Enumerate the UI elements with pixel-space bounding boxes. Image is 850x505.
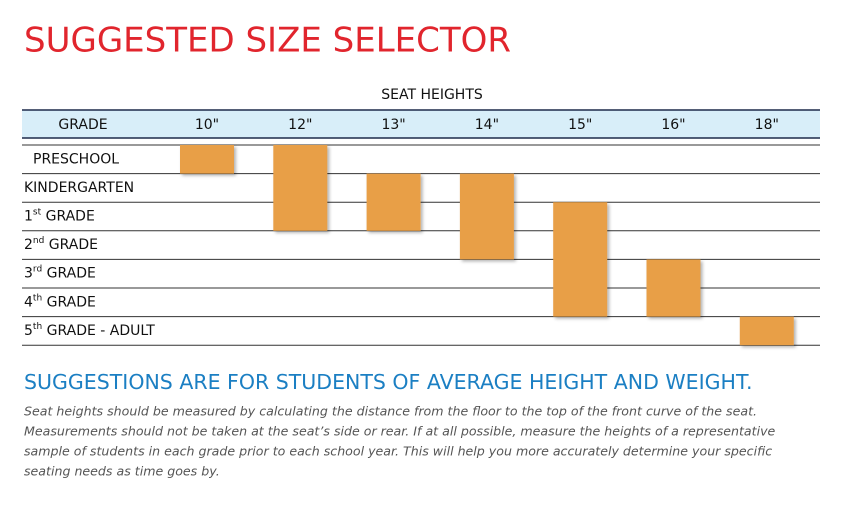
note-line: seating needs as time goes by. xyxy=(24,464,220,479)
grade-text: PRESCHOOL xyxy=(33,151,119,167)
note-body: Seat heights should be measured by calcu… xyxy=(24,404,776,479)
grade-text: 5 xyxy=(24,323,33,339)
size-bar xyxy=(553,202,608,317)
size-bar xyxy=(366,173,421,231)
grade-label: 4th GRADE xyxy=(24,293,96,311)
size-label: 10" xyxy=(195,117,219,133)
grade-label: 3rd GRADE xyxy=(24,264,96,282)
grade-header: GRADE xyxy=(58,117,107,133)
note-line: sample of students in each grade prior t… xyxy=(24,444,772,459)
grade-label: 5th GRADE - ADULT xyxy=(24,321,155,339)
note-line: Measurements should not be taken at the … xyxy=(24,424,776,439)
grade-rest: GRADE xyxy=(42,266,96,282)
note-heading: SUGGESTIONS ARE FOR STUDENTS OF AVERAGE … xyxy=(24,370,753,394)
size-label: 15" xyxy=(568,117,592,133)
size-label: 16" xyxy=(661,117,685,133)
grade-sup: rd xyxy=(33,264,42,274)
size-label: 14" xyxy=(475,117,499,133)
grade-label: 2nd GRADE xyxy=(24,236,98,254)
size-bar xyxy=(180,145,234,174)
bars xyxy=(180,145,794,346)
size-label: 13" xyxy=(381,117,405,133)
size-bar xyxy=(273,145,328,231)
grade-text: 3 xyxy=(24,266,33,282)
grade-sup: nd xyxy=(33,236,44,246)
grade-sup: st xyxy=(33,207,42,217)
grade-rest: GRADE xyxy=(44,237,98,253)
note-line: Seat heights should be measured by calcu… xyxy=(24,404,757,419)
size-bar xyxy=(739,316,794,346)
grade-label: KINDERGARTEN xyxy=(24,180,134,196)
grade-rest: GRADE xyxy=(41,209,95,225)
grid xyxy=(22,144,820,346)
size-label: 12" xyxy=(288,117,312,133)
title: SUGGESTED SIZE SELECTOR xyxy=(24,21,511,61)
size-label: 18" xyxy=(755,117,779,133)
grade-text: KINDERGARTEN xyxy=(24,180,134,196)
grade-text: 2 xyxy=(24,237,33,253)
size-bar xyxy=(459,173,514,260)
grade-rest: GRADE - ADULT xyxy=(42,323,155,339)
grade-sup: th xyxy=(33,293,42,303)
grade-rest: GRADE xyxy=(42,294,96,310)
grade-sup: th xyxy=(33,321,42,331)
grade-text: 4 xyxy=(24,294,33,310)
table-caption: SEAT HEIGHTS xyxy=(381,87,483,103)
size-bar xyxy=(646,259,701,317)
grade-label: PRESCHOOL xyxy=(33,151,119,167)
grade-text: 1 xyxy=(24,209,33,225)
grade-label: 1st GRADE xyxy=(24,207,95,225)
header-band xyxy=(22,110,820,138)
